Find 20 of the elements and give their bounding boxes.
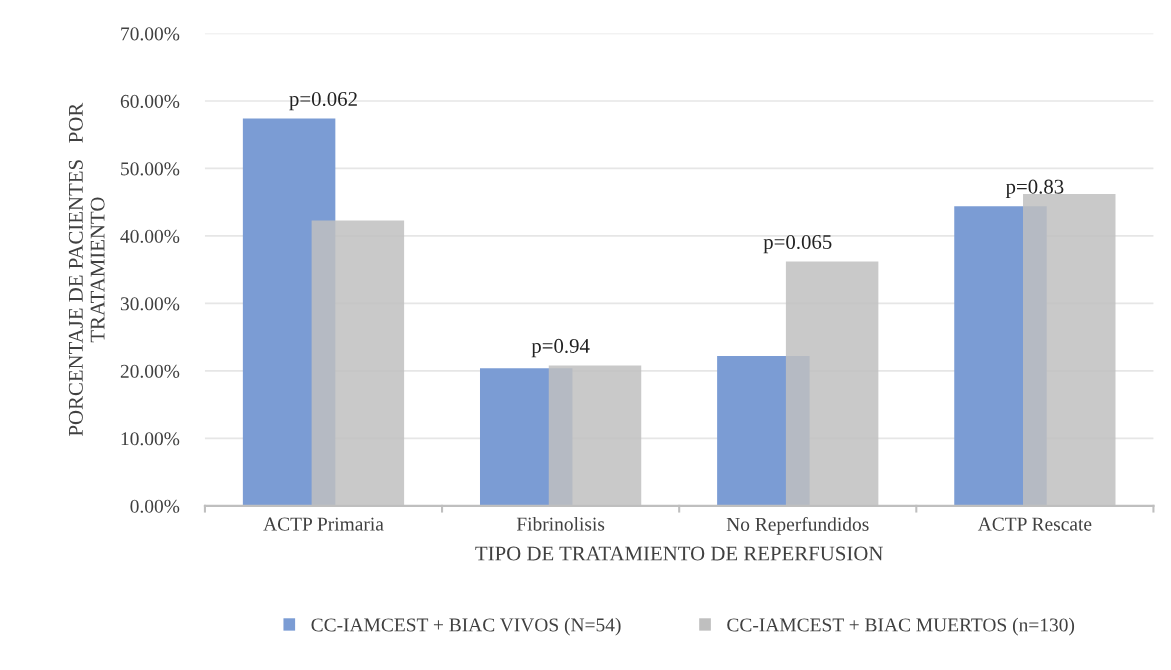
annotation: p=0.94 <box>531 338 590 358</box>
y-tick-label: 20.00% <box>120 364 180 378</box>
annotation: p=0.065 <box>763 234 832 254</box>
y-tick-label: 10.00% <box>121 432 180 446</box>
y-tick-label: 0.00% <box>130 499 180 513</box>
legend-label: CC-IAMCEST + BIAC MUERTOS (n=130) <box>727 617 1075 636</box>
y-tick-label: 30.00% <box>120 297 180 311</box>
annotation: p=0.062 <box>289 91 357 111</box>
y-tick-label: 70.00% <box>121 27 180 41</box>
y-tick-label: 60.00% <box>120 94 180 108</box>
legend-label: CC-IAMCEST + BIAC VIVOS (N=54) <box>311 617 621 636</box>
x-axis-title: TIPO DE TRATAMIENTO DE REPERFUSION <box>475 546 883 561</box>
x-tick-label: ACTP Primaria <box>263 517 384 531</box>
x-tick-label: ACTP Rescate <box>977 517 1092 531</box>
y-tick-label: 50.00% <box>121 162 180 176</box>
y-axis-title: PORCENTAJE DE PACIENTES POR TRATAMIENTO <box>68 102 105 436</box>
x-tick-label: No Reperfundidos <box>726 516 869 535</box>
x-tick-label: Fibrinolisis <box>516 516 605 531</box>
annotation: p=0.83 <box>1005 179 1064 198</box>
y-tick-label: 40.00% <box>120 229 180 243</box>
